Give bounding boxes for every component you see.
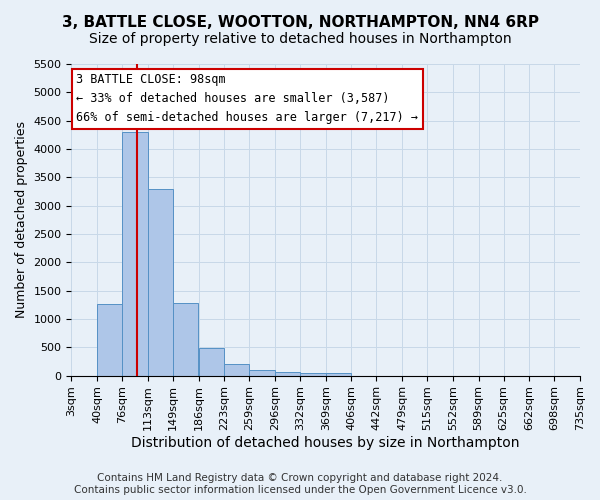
Y-axis label: Number of detached properties: Number of detached properties [15, 122, 28, 318]
Text: Size of property relative to detached houses in Northampton: Size of property relative to detached ho… [89, 32, 511, 46]
Bar [97, 304, 122, 376]
Text: Contains HM Land Registry data © Crown copyright and database right 2024.
Contai: Contains HM Land Registry data © Crown c… [74, 474, 526, 495]
Bar [199, 348, 224, 376]
Text: 3 BATTLE CLOSE: 98sqm
← 33% of detached houses are smaller (3,587)
66% of semi-d: 3 BATTLE CLOSE: 98sqm ← 33% of detached … [76, 74, 418, 124]
Bar [173, 303, 199, 376]
Bar [300, 373, 326, 376]
Bar [224, 364, 249, 376]
Bar [250, 370, 275, 376]
Bar [326, 373, 351, 376]
Text: 3, BATTLE CLOSE, WOOTTON, NORTHAMPTON, NN4 6RP: 3, BATTLE CLOSE, WOOTTON, NORTHAMPTON, N… [62, 15, 539, 30]
Bar [275, 372, 300, 376]
X-axis label: Distribution of detached houses by size in Northampton: Distribution of detached houses by size … [131, 436, 520, 450]
Bar [148, 188, 173, 376]
Bar [122, 132, 148, 376]
